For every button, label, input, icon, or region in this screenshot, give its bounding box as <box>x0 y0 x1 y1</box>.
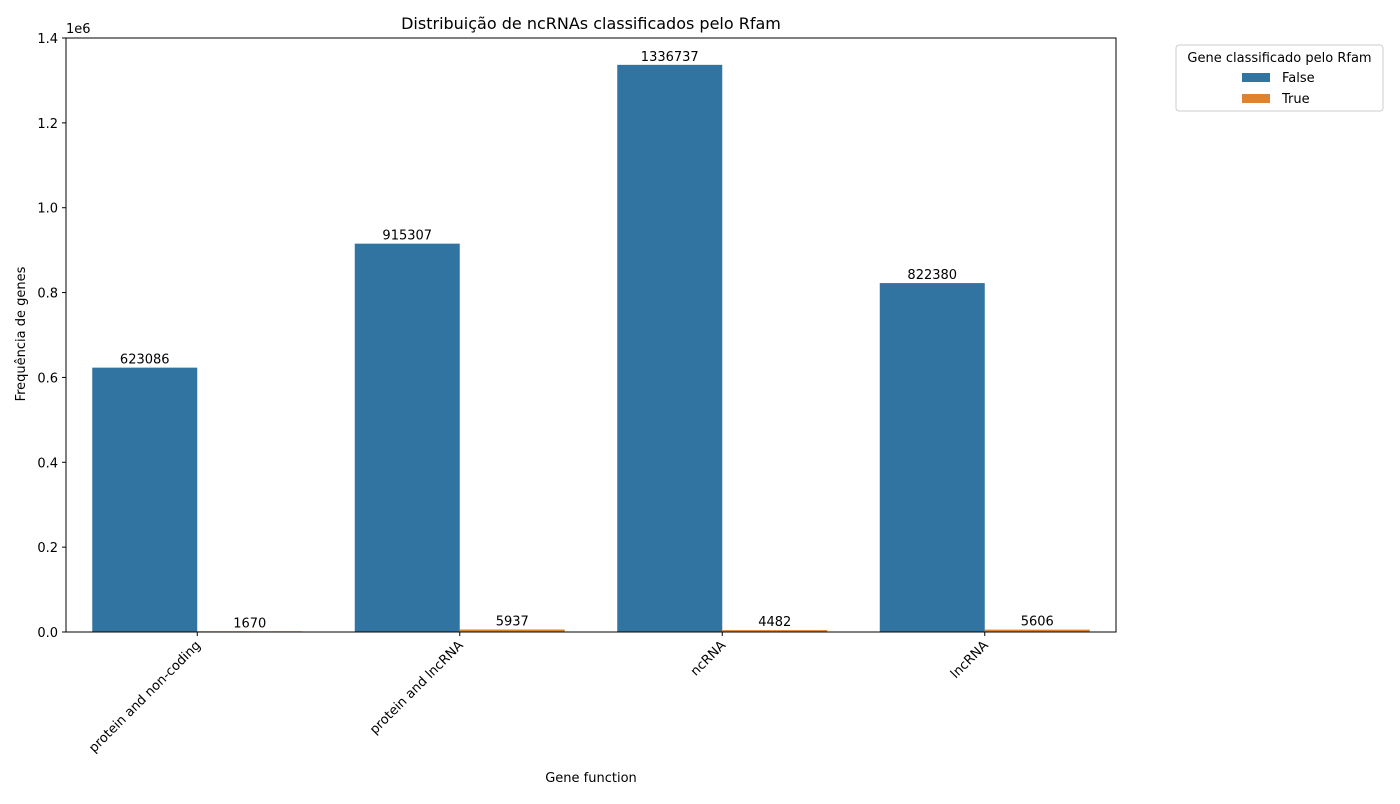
y-tick-label: 0.0 <box>37 626 58 641</box>
y-tick-label: 1.4 <box>37 32 58 47</box>
bar-false-1 <box>354 243 460 632</box>
y-axis-offset-label: 1e6 <box>66 22 91 37</box>
y-tick-label: 0.6 <box>37 371 58 386</box>
y-tick-label: 0.2 <box>37 541 58 556</box>
x-axis-label: Gene function <box>545 771 637 786</box>
x-tick-label: lncRNA <box>948 638 992 682</box>
data-label: 1670 <box>233 616 266 631</box>
bar-true-1 <box>459 629 565 632</box>
legend: Gene classificado pelo Rfam False True <box>1175 44 1384 112</box>
data-label: 5937 <box>496 614 529 629</box>
y-tick-label: 1.2 <box>37 117 58 132</box>
legend-title: Gene classificado pelo Rfam <box>1187 51 1371 66</box>
y-tick-label: 1.0 <box>37 202 58 217</box>
bar-true-3 <box>984 629 1090 632</box>
bar-true-2 <box>722 630 828 632</box>
chart-title: Distribuição de ncRNAs classificados pel… <box>401 14 781 33</box>
legend-swatch-true <box>1242 94 1270 103</box>
data-label: 1336737 <box>641 50 699 65</box>
legend-box <box>1175 44 1384 112</box>
plot-area: 623086 915307 1336737 822380 1670 5937 4482 560… <box>37 32 1117 756</box>
y-tick-label: 0.4 <box>37 456 58 471</box>
bar-false-3 <box>879 283 985 632</box>
x-tick-label: protein and non-coding <box>86 638 204 756</box>
x-tick-label: protein and lncRNA <box>367 638 466 737</box>
legend-entry-false: False <box>1282 71 1315 86</box>
y-axis-label: Frequência de genes <box>14 266 29 401</box>
y-tick-label: 0.8 <box>37 287 58 302</box>
bar-false-0 <box>92 367 198 632</box>
x-tick-label: ncRNA <box>688 638 729 679</box>
data-label: 915307 <box>382 229 432 244</box>
bar-false-2 <box>617 64 723 632</box>
data-label: 5606 <box>1021 615 1054 630</box>
data-label: 4482 <box>758 615 791 630</box>
axes-frame <box>65 37 1117 633</box>
legend-swatch-false <box>1242 73 1270 82</box>
legend-entry-true: True <box>1281 92 1310 107</box>
data-label: 822380 <box>907 268 957 283</box>
data-label: 623086 <box>120 353 170 368</box>
